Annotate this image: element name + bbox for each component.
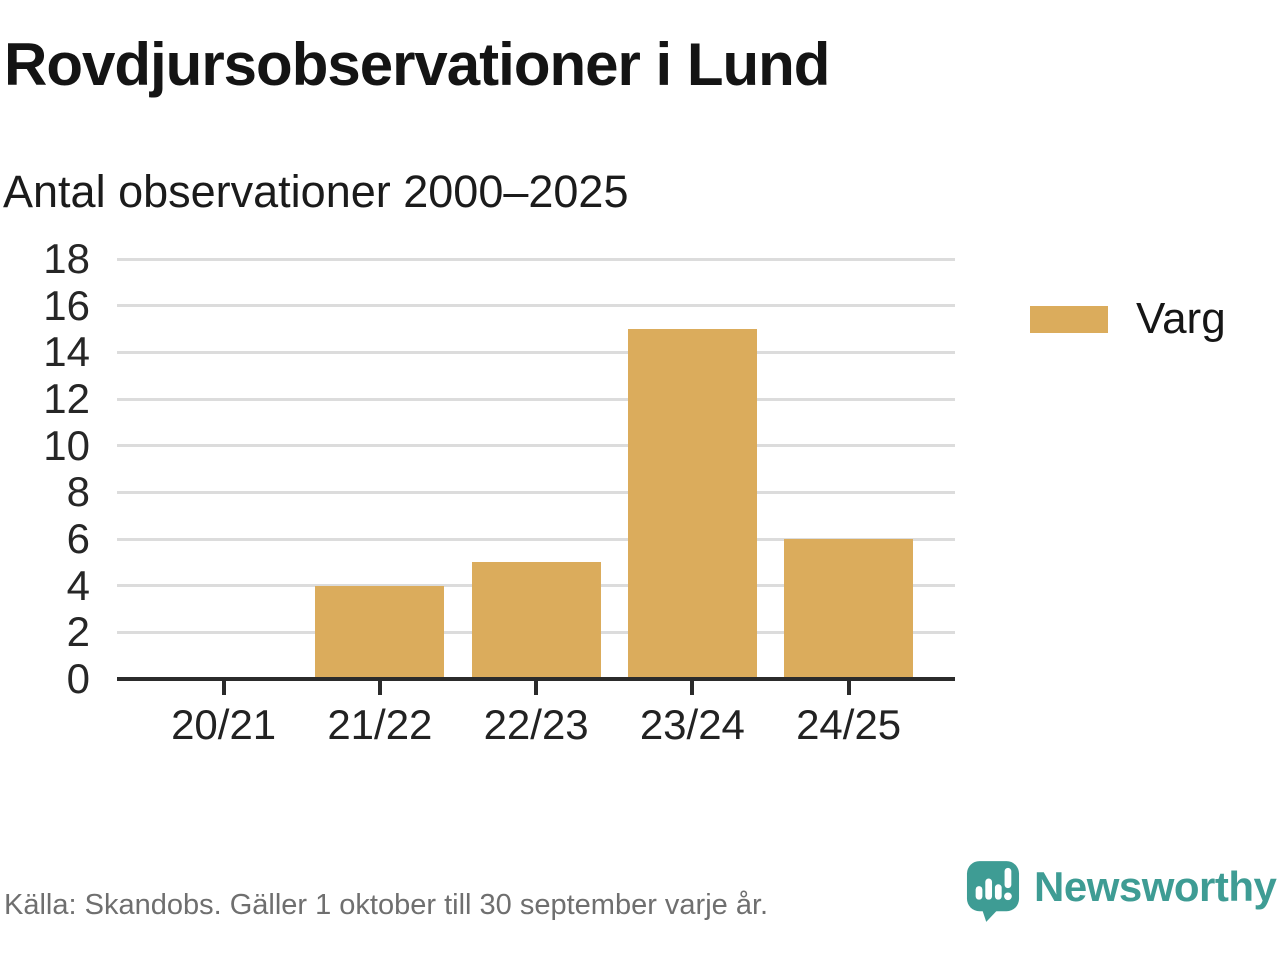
speech-bubble-bar-chart-icon bbox=[966, 861, 1020, 922]
bar-21/22 bbox=[315, 585, 445, 679]
gridline-y-10 bbox=[117, 444, 955, 448]
gridline-y-6 bbox=[117, 537, 955, 541]
gridline-y-14 bbox=[117, 350, 955, 354]
gridline-y-12 bbox=[117, 397, 955, 401]
y-tick-label-16: 16 bbox=[43, 281, 90, 329]
y-tick-label-8: 8 bbox=[66, 468, 90, 516]
legend-label-varg: Varg bbox=[1136, 294, 1226, 343]
x-tick-22/23 bbox=[534, 681, 539, 695]
y-tick-label-2: 2 bbox=[66, 608, 90, 656]
gridline-y-18 bbox=[117, 257, 955, 261]
x-tick-label-21/22: 21/22 bbox=[327, 701, 433, 748]
legend: Varg bbox=[1030, 297, 1226, 341]
x-tick-23/24 bbox=[690, 681, 695, 695]
x-tick-label-20/21: 20/21 bbox=[171, 701, 277, 748]
y-tick-label-12: 12 bbox=[43, 375, 90, 422]
source-note: Källa: Skandobs. Gäller 1 oktober till 3… bbox=[4, 889, 769, 921]
chart-subtitle: Antal observationer 2000–2025 bbox=[3, 166, 629, 217]
gridline-y-16 bbox=[117, 304, 955, 308]
gridline-y-8 bbox=[117, 490, 955, 494]
y-tick-label-14: 14 bbox=[43, 328, 90, 376]
y-tick-label-10: 10 bbox=[43, 421, 90, 469]
bar-23/24 bbox=[627, 329, 757, 679]
newsworthy-wordmark: Newsworthy bbox=[1034, 863, 1277, 910]
chart-title: Rovdjursobservationer i Lund bbox=[4, 31, 830, 98]
plot-area bbox=[117, 257, 955, 679]
bar-22/23 bbox=[471, 562, 601, 679]
legend-swatch-varg bbox=[1030, 305, 1108, 333]
x-tick-label-23/24: 23/24 bbox=[639, 701, 745, 748]
x-tick-label-22/23: 22/23 bbox=[483, 701, 589, 748]
bar-24/25 bbox=[784, 539, 914, 679]
y-tick-label-4: 4 bbox=[66, 561, 90, 609]
x-tick-24/25 bbox=[846, 681, 851, 695]
x-tick-21/22 bbox=[377, 681, 382, 695]
newsworthy-logo: Newsworthy bbox=[966, 860, 1277, 922]
x-tick-20/21 bbox=[221, 681, 226, 695]
y-tick-label-18: 18 bbox=[43, 235, 90, 282]
y-tick-label-0: 0 bbox=[66, 655, 90, 702]
x-axis-line bbox=[117, 677, 955, 681]
y-tick-label-6: 6 bbox=[66, 515, 90, 562]
x-tick-label-24/25: 24/25 bbox=[796, 701, 902, 748]
